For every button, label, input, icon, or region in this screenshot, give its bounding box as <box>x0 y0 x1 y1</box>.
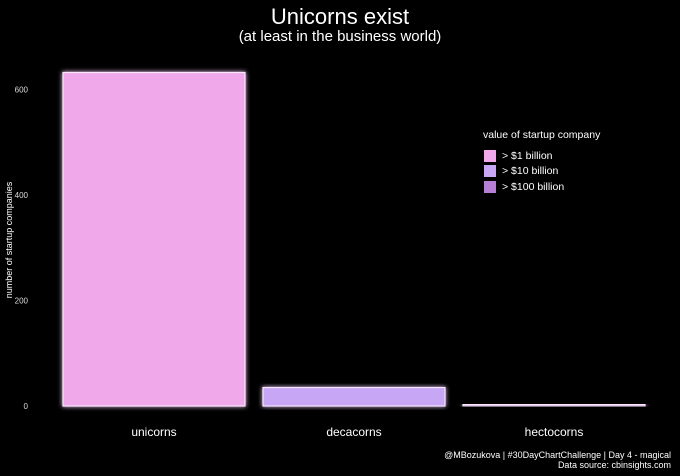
legend-label: > $100 billion <box>502 180 565 193</box>
legend-label: > $10 billion <box>502 165 559 177</box>
caption: @MBozukova | #30DayChartChallenge | Day … <box>444 450 671 470</box>
caption-credit: @MBozukova | #30DayChartChallenge | Day … <box>444 450 671 460</box>
bar-unicorns <box>62 71 246 407</box>
legend-item: > $100 billion <box>483 179 600 194</box>
x-tick-label: hectocorns <box>525 425 584 439</box>
bar-decacorns <box>262 386 446 407</box>
y-tick-label: 0 <box>24 402 29 411</box>
legend-title: value of startup company <box>483 129 601 141</box>
legend-label: > $1 billion <box>502 149 553 162</box>
y-tick-label: 200 <box>15 296 29 305</box>
chart-subtitle: (at least in the business world) <box>238 28 442 45</box>
x-tick-label: unicorns <box>131 425 176 439</box>
caption-source: Data source: cbinsights.com <box>557 460 671 470</box>
chart-title: Unicorns exist <box>270 4 410 29</box>
y-tick-label: 400 <box>15 191 29 200</box>
legend-item: > $1 billion <box>483 148 600 163</box>
y-tick-label: 600 <box>15 85 29 94</box>
legend-item: > $10 billion <box>483 164 600 179</box>
x-tick-label: decacorns <box>326 425 381 439</box>
legend-swatch <box>484 180 496 193</box>
legend-swatch <box>484 165 496 177</box>
legend-swatch <box>484 149 496 162</box>
legend: value of startup company > $1 billion > … <box>483 129 600 195</box>
bar-hectocorns <box>462 403 646 407</box>
y-axis-label: number of startup companies <box>4 181 14 298</box>
